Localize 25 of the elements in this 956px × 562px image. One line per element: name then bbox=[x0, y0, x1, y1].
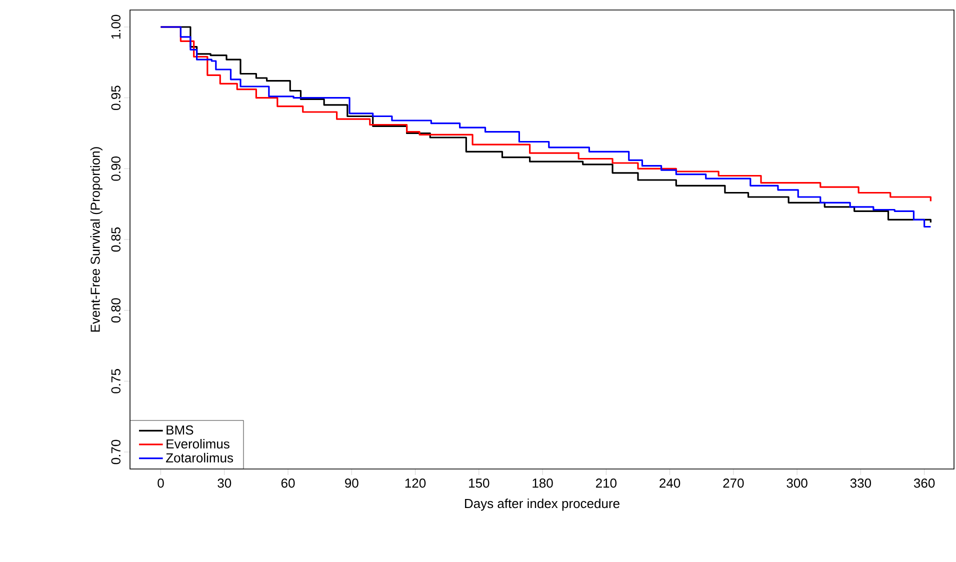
x-tick-label: 240 bbox=[660, 478, 680, 488]
y-tick-label: 0.90 bbox=[111, 156, 120, 181]
y-tick-label: 0.70 bbox=[111, 440, 120, 464]
x-tick-label: 120 bbox=[405, 478, 426, 488]
x-tick-label: 150 bbox=[469, 478, 490, 488]
y-tick-label: 1.00 bbox=[111, 14, 120, 39]
legend-label: Everolimus bbox=[166, 438, 230, 449]
x-tick-label: 300 bbox=[786, 478, 808, 488]
y-tick-label: 0.85 bbox=[111, 227, 120, 252]
x-tick-label: 30 bbox=[218, 478, 232, 488]
x-tick-label: 270 bbox=[723, 478, 744, 488]
legend-label: BMS bbox=[166, 425, 194, 435]
y-tick-label: 0.75 bbox=[111, 369, 120, 394]
x-tick-label: 210 bbox=[596, 478, 616, 488]
y-tick-label: 0.80 bbox=[111, 298, 120, 322]
x-tick-label: 90 bbox=[345, 478, 358, 488]
y-tick-label: 0.95 bbox=[111, 86, 120, 110]
x-tick-label: 360 bbox=[914, 478, 935, 488]
legend-label: Zotarolimus bbox=[166, 452, 234, 462]
x-axis-title: Days after index procedure bbox=[465, 498, 620, 511]
x-tick-label: 60 bbox=[281, 478, 295, 488]
x-tick-label: 330 bbox=[850, 478, 872, 488]
y-axis-title: Event-Free Survival (Proportion) bbox=[90, 147, 102, 332]
x-tick-label: 180 bbox=[532, 478, 553, 488]
x-tick-label: 0 bbox=[158, 478, 164, 488]
